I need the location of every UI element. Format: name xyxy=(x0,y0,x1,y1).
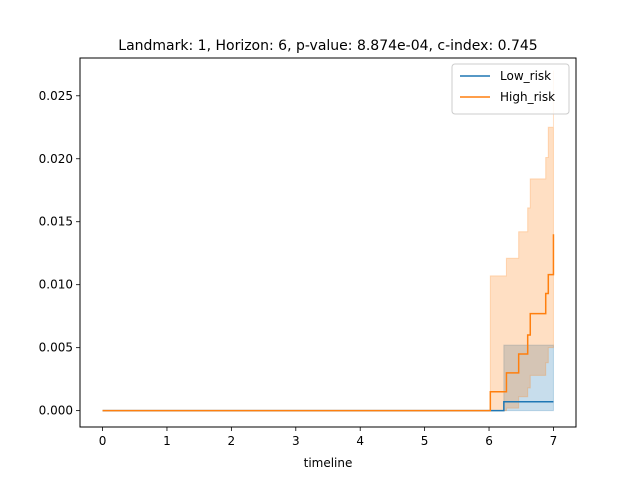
y-tick-label: 0.025 xyxy=(39,89,73,103)
x-tick-label: 2 xyxy=(228,434,236,448)
y-tick-label: 0.005 xyxy=(39,341,73,355)
series-line-high-risk xyxy=(102,234,555,412)
x-tick-label: 7 xyxy=(550,434,558,448)
x-tick-label: 1 xyxy=(163,434,171,448)
plot-frame xyxy=(79,57,577,428)
x-tick-label: 4 xyxy=(356,434,364,448)
legend-label-low-risk: Low_risk xyxy=(500,69,551,83)
y-tick-label: 0.020 xyxy=(39,152,73,166)
x-tick-label: 5 xyxy=(421,434,429,448)
x-axis-label: timeline xyxy=(304,456,353,470)
legend: Low_risk High_risk xyxy=(451,63,570,115)
x-tick-label: 0 xyxy=(99,434,107,448)
y-axis: 0.000 0.005 0.010 0.015 0.020 0.025 xyxy=(39,89,80,418)
x-tick-label: 6 xyxy=(485,434,493,448)
legend-label-high-risk: High_risk xyxy=(500,90,555,104)
x-axis: 0 1 2 3 4 5 6 7 xyxy=(99,427,558,448)
chart-title: Landmark: 1, Horizon: 6, p-value: 8.874e… xyxy=(118,38,537,54)
y-tick-label: 0.010 xyxy=(39,278,73,292)
y-tick-label: 0.015 xyxy=(39,215,73,229)
ci-band-high-risk xyxy=(102,70,554,412)
series-lines xyxy=(102,234,555,412)
x-tick-label: 3 xyxy=(292,434,300,448)
y-tick-label: 0.000 xyxy=(39,404,73,418)
